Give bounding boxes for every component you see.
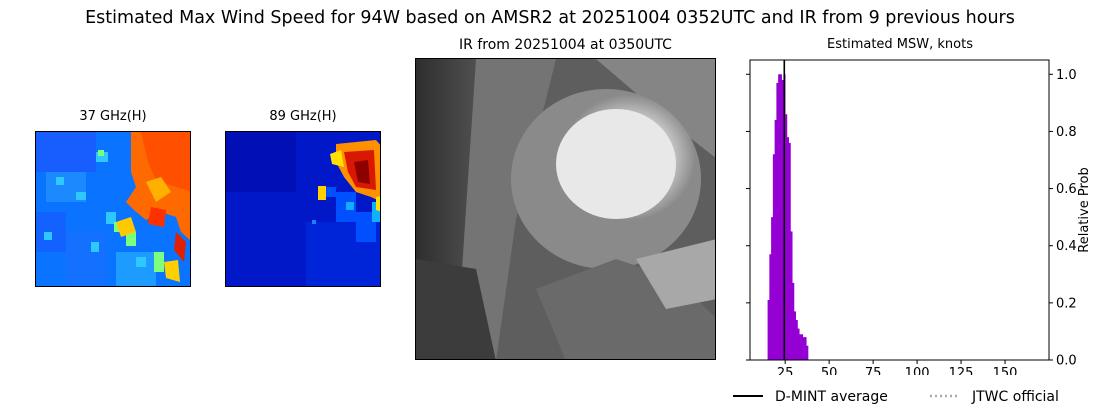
histogram-bar: [792, 282, 795, 360]
histogram-bar: [771, 217, 774, 360]
histogram-bar: [801, 334, 804, 360]
y-axis-ticks: 0.0 0.2 0.4 0.6 0.8 1.0: [746, 68, 1077, 369]
legend-jtwc-label: JTWC official: [971, 389, 1059, 405]
histogram-bar: [779, 74, 782, 361]
histogram-bar: [774, 120, 777, 360]
histogram-bar: [795, 320, 798, 360]
histogram-bar: [769, 254, 772, 360]
y-tick-label: 0.4: [1056, 239, 1077, 254]
histogram-chart: 25 50 75 100 125 150 0.0 0.2 0.4 0.6 0.8 1.0 Relat…: [746, 59, 1092, 375]
y-tick-label: 0.8: [1056, 125, 1077, 140]
x-tick-label: 125: [949, 366, 974, 375]
ir-image: [415, 58, 716, 360]
chart-title: Estimated MSW, knots: [827, 37, 973, 52]
x-tick-label: 75: [865, 366, 882, 375]
x-axis-ticks: 25 50 75 100 125 150: [777, 360, 1018, 375]
histogram-bar: [793, 311, 797, 360]
histogram-bar: [786, 137, 789, 360]
histogram-bar: [806, 345, 809, 360]
x-tick-label: 25: [777, 366, 794, 375]
x-tick-label: 100: [905, 366, 930, 375]
ghz37-title: 37 GHz(H): [79, 109, 147, 124]
ghz89-heatmap: [226, 132, 380, 286]
plot-frame: [749, 59, 1050, 361]
ghz37-image: [35, 131, 191, 287]
ghz89-title: 89 GHz(H): [269, 109, 337, 124]
y-axis-label: Relative Prob: [1077, 167, 1092, 252]
histogram-bar: [781, 80, 784, 360]
figure-title: Estimated Max Wind Speed for 94W based o…: [85, 8, 1015, 28]
histogram-bar: [802, 337, 805, 360]
histogram-bar: [804, 337, 807, 360]
histogram-bar: [790, 231, 793, 360]
y-tick-label: 0.2: [1056, 296, 1077, 311]
ir-satellite-image: [416, 59, 715, 359]
y-tick-label: 1.0: [1056, 68, 1077, 83]
histogram-bar: [788, 142, 791, 360]
x-tick-label: 150: [993, 366, 1018, 375]
y-tick-label: 0.0: [1056, 354, 1077, 369]
chart-legend: D-MINT average JTWC official: [730, 386, 1100, 406]
ghz89-image: [225, 131, 381, 287]
x-tick-label: 50: [821, 366, 838, 375]
histogram-bar: [776, 82, 779, 360]
histogram-bar: [797, 328, 800, 360]
histogram-bar: [799, 334, 802, 360]
histogram-bar: [778, 74, 781, 361]
histogram-bar: [785, 114, 788, 361]
y-tick-label: 0.6: [1056, 182, 1077, 197]
ghz37-heatmap: [36, 132, 190, 286]
histogram-bar: [772, 154, 775, 360]
legend-dmint-label: D-MINT average: [775, 389, 888, 405]
ir-title: IR from 20251004 at 0350UTC: [459, 37, 672, 53]
histogram-bar: [767, 300, 770, 360]
histogram-bars: [767, 74, 809, 361]
